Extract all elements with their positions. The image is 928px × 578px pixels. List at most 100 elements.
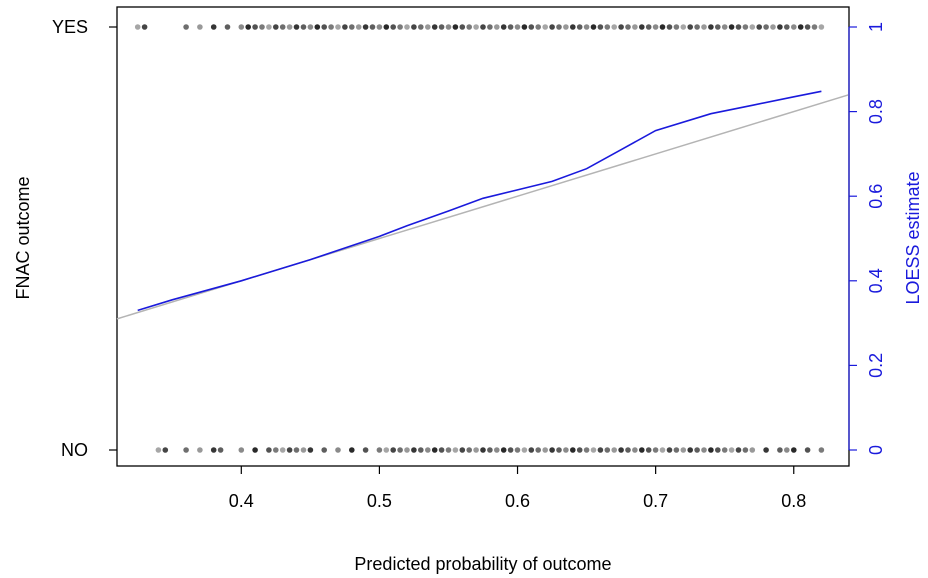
yes-point <box>494 24 500 30</box>
no-point <box>694 447 700 453</box>
yes-point <box>652 24 659 30</box>
yes-point <box>625 24 631 30</box>
yes-point <box>701 24 707 30</box>
yes-point <box>583 24 590 30</box>
no-point <box>362 447 369 453</box>
yes-point <box>349 24 355 30</box>
yes-point <box>452 24 459 30</box>
no-point <box>445 447 452 453</box>
yes-point <box>383 24 390 30</box>
yes-point <box>590 24 597 30</box>
no-point <box>680 447 687 453</box>
no-point <box>217 447 224 453</box>
yes-point <box>376 24 383 30</box>
yes-point <box>604 24 611 30</box>
no-point <box>528 447 535 453</box>
yes-point <box>473 24 479 30</box>
no-point <box>155 447 162 453</box>
yes-point <box>183 24 189 30</box>
yes-point <box>749 24 756 30</box>
yes-point <box>487 24 493 30</box>
no-point <box>556 447 562 453</box>
yes-point <box>321 24 328 30</box>
yes-point <box>314 24 321 30</box>
no-point <box>300 447 307 453</box>
yes-point <box>618 24 624 30</box>
no-point <box>466 447 473 453</box>
no-point <box>321 447 328 453</box>
no-point <box>473 447 479 453</box>
yes-point <box>273 24 279 30</box>
no-point <box>521 447 528 453</box>
y-tick-label: NO <box>61 440 88 460</box>
yes-point <box>342 24 348 30</box>
no-point <box>632 447 638 453</box>
lines-layer <box>116 90 850 320</box>
no-point <box>749 447 756 453</box>
yes-point <box>286 24 293 30</box>
no-point <box>652 447 659 453</box>
yes-point <box>362 24 369 30</box>
yes-point <box>818 24 825 30</box>
yes-point <box>797 24 804 30</box>
x-tick-label: 0.8 <box>781 491 806 511</box>
yes-point <box>645 24 652 30</box>
yes-point <box>549 24 555 30</box>
no-point <box>570 447 576 453</box>
no-point <box>583 447 590 453</box>
no-point <box>777 447 783 453</box>
yes-point <box>390 24 397 30</box>
x-tick-label: 0.7 <box>643 491 668 511</box>
points-layer <box>134 24 825 453</box>
no-point <box>818 447 825 453</box>
yes-point <box>328 24 334 30</box>
yes-point <box>535 24 541 30</box>
no-point <box>273 447 279 453</box>
yes-point <box>466 24 473 30</box>
yes-point <box>445 24 452 30</box>
yes-point <box>300 24 307 30</box>
yes-point <box>411 24 417 30</box>
yes-point <box>770 24 776 30</box>
no-point <box>162 447 169 453</box>
yes-point <box>811 24 818 30</box>
yes-point <box>245 24 251 30</box>
no-point <box>804 447 811 453</box>
yes-point <box>694 24 700 30</box>
yes-point <box>777 24 783 30</box>
no-point <box>252 447 258 453</box>
no-point <box>604 447 611 453</box>
yes-point <box>632 24 638 30</box>
no-point <box>487 447 493 453</box>
no-point <box>438 447 445 453</box>
yes-point <box>141 24 148 30</box>
no-point <box>183 447 189 453</box>
yes-point <box>708 24 714 30</box>
no-point <box>708 447 714 453</box>
no-point <box>659 447 666 453</box>
no-point <box>728 447 735 453</box>
y2-tick-label: 0.4 <box>866 268 886 293</box>
yes-point <box>728 24 735 30</box>
yes-point <box>404 24 410 30</box>
no-point <box>735 447 742 453</box>
no-point <box>701 447 707 453</box>
yes-point <box>570 24 576 30</box>
yes-point <box>556 24 562 30</box>
y2-tick-label: 0.2 <box>866 353 886 378</box>
yes-point <box>542 24 548 30</box>
no-point <box>404 447 410 453</box>
yes-point <box>680 24 687 30</box>
no-point <box>425 447 431 453</box>
no-point <box>549 447 555 453</box>
no-point <box>590 447 597 453</box>
yes-point <box>597 24 604 30</box>
yes-point <box>418 24 424 30</box>
yes-point <box>266 24 272 30</box>
no-point <box>576 447 583 453</box>
yes-point <box>507 24 514 30</box>
yes-point <box>611 24 617 30</box>
no-point <box>279 447 286 453</box>
no-point <box>210 447 217 453</box>
no-point <box>507 447 514 453</box>
